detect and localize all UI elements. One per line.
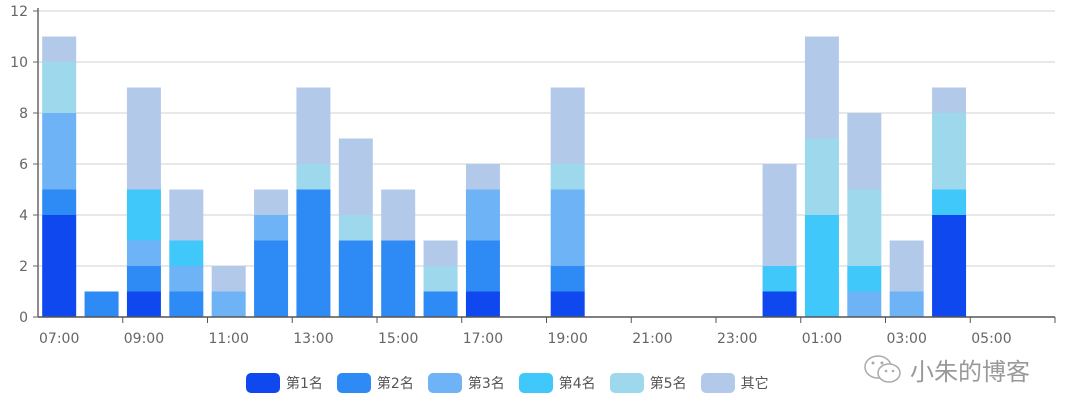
bar-segment: [889, 291, 924, 317]
bar-segment: [338, 138, 373, 215]
bar-segment: [254, 215, 289, 241]
bar-segment: [762, 164, 797, 266]
bar-segment: [932, 113, 967, 190]
legend-item[interactable]: 第3名: [427, 373, 505, 393]
x-tick-label: 23:00: [717, 331, 757, 347]
bar-segment: [762, 291, 797, 317]
bar-segment: [550, 189, 585, 266]
legend-swatch: [246, 373, 280, 393]
x-tick-label: 01:00: [802, 331, 842, 347]
legend: 第1名 第2名 第3名 第4名 第5名 其它: [246, 373, 769, 393]
bar-segment: [84, 291, 119, 317]
x-tick-label: 07:00: [39, 331, 79, 347]
bar-segment: [254, 240, 289, 317]
bar-segment: [550, 266, 585, 292]
legend-swatch: [518, 373, 553, 393]
bar-segment: [550, 87, 585, 164]
legend-swatch: [336, 373, 371, 393]
bar-segment: [42, 215, 77, 317]
x-tick-label: 19:00: [548, 331, 588, 347]
bar-segment: [381, 189, 416, 241]
bar-segment: [381, 240, 416, 317]
legend-label: 其它: [740, 376, 769, 392]
bar-segment: [847, 266, 882, 292]
watermark: 小朱的博客: [862, 352, 1030, 387]
bar-segment: [423, 291, 458, 317]
bar-segment: [254, 189, 289, 215]
bar-segment: [126, 240, 161, 266]
bar-segment: [296, 189, 331, 317]
bar-segment: [550, 291, 585, 317]
bar-segment: [804, 36, 839, 139]
bar-segment: [42, 189, 77, 215]
legend-swatch: [609, 373, 644, 393]
y-tick-label: 10: [10, 55, 28, 71]
x-tick-label: 11:00: [209, 331, 249, 347]
bar-segment: [296, 87, 331, 164]
bar-segment: [465, 164, 500, 190]
bar-segment: [169, 240, 204, 266]
legend-item[interactable]: 其它: [700, 373, 769, 393]
bar-segment: [465, 189, 500, 241]
x-tick-label: 15:00: [378, 331, 418, 347]
bar-segment: [465, 291, 500, 317]
bar-segment: [126, 291, 161, 317]
legend-label: 第1名: [286, 376, 323, 392]
x-tick-label: 09:00: [124, 331, 164, 347]
legend-item[interactable]: 第2名: [336, 373, 414, 393]
wechat-icon: [864, 354, 901, 383]
y-tick-label: 6: [19, 157, 28, 173]
bar-segment: [338, 240, 373, 317]
legend-item[interactable]: 第4名: [518, 373, 596, 393]
bar-segment: [804, 138, 839, 215]
bar-segment: [762, 266, 797, 292]
bar-segment: [847, 291, 882, 317]
bar-segment: [804, 215, 839, 317]
bar-segment: [126, 87, 161, 190]
y-tick-label: 12: [10, 4, 28, 20]
bar-segment: [42, 36, 77, 62]
bar-segment: [126, 266, 161, 292]
bar-segment: [169, 266, 204, 292]
legend-swatch: [427, 373, 462, 393]
watermark-text: 小朱的博客: [910, 358, 1030, 386]
bar-segment: [296, 164, 331, 190]
y-tick-label: 8: [19, 106, 28, 122]
x-tick-label: 13:00: [293, 331, 333, 347]
bar-segment: [169, 291, 204, 317]
legend-item[interactable]: 第5名: [609, 373, 687, 393]
bar-segment: [338, 215, 373, 241]
bar-segment: [423, 240, 458, 266]
bar-segment: [211, 266, 246, 292]
x-tick-label: 03:00: [887, 331, 927, 347]
bar-segment: [126, 189, 161, 241]
legend-label: 第4名: [558, 376, 596, 392]
x-tick-label: 17:00: [463, 331, 503, 347]
bar-segment: [465, 240, 500, 292]
y-tick-label: 0: [19, 310, 28, 326]
legend-label: 第2名: [376, 376, 414, 392]
bar-segment: [847, 189, 882, 266]
bar-segment: [847, 113, 882, 190]
y-tick-label: 4: [19, 208, 28, 224]
bar-segment: [42, 113, 77, 190]
bar-segment: [932, 87, 967, 113]
bar-segment: [42, 62, 77, 113]
legend-label: 第3名: [467, 376, 505, 392]
bar-segment: [169, 189, 204, 241]
y-tick-label: 2: [19, 259, 28, 275]
bar-segment: [550, 164, 585, 190]
bar-segment: [211, 291, 246, 317]
bar-segment: [423, 266, 458, 292]
bar-segment: [932, 189, 967, 215]
legend-label: 第5名: [649, 376, 687, 392]
x-tick-label: 05:00: [971, 331, 1011, 347]
bar-segment: [889, 240, 924, 292]
x-tick-label: 21:00: [632, 331, 672, 347]
legend-swatch: [700, 373, 735, 393]
bar-segment: [932, 215, 967, 317]
legend-item[interactable]: 第1名: [246, 373, 323, 393]
